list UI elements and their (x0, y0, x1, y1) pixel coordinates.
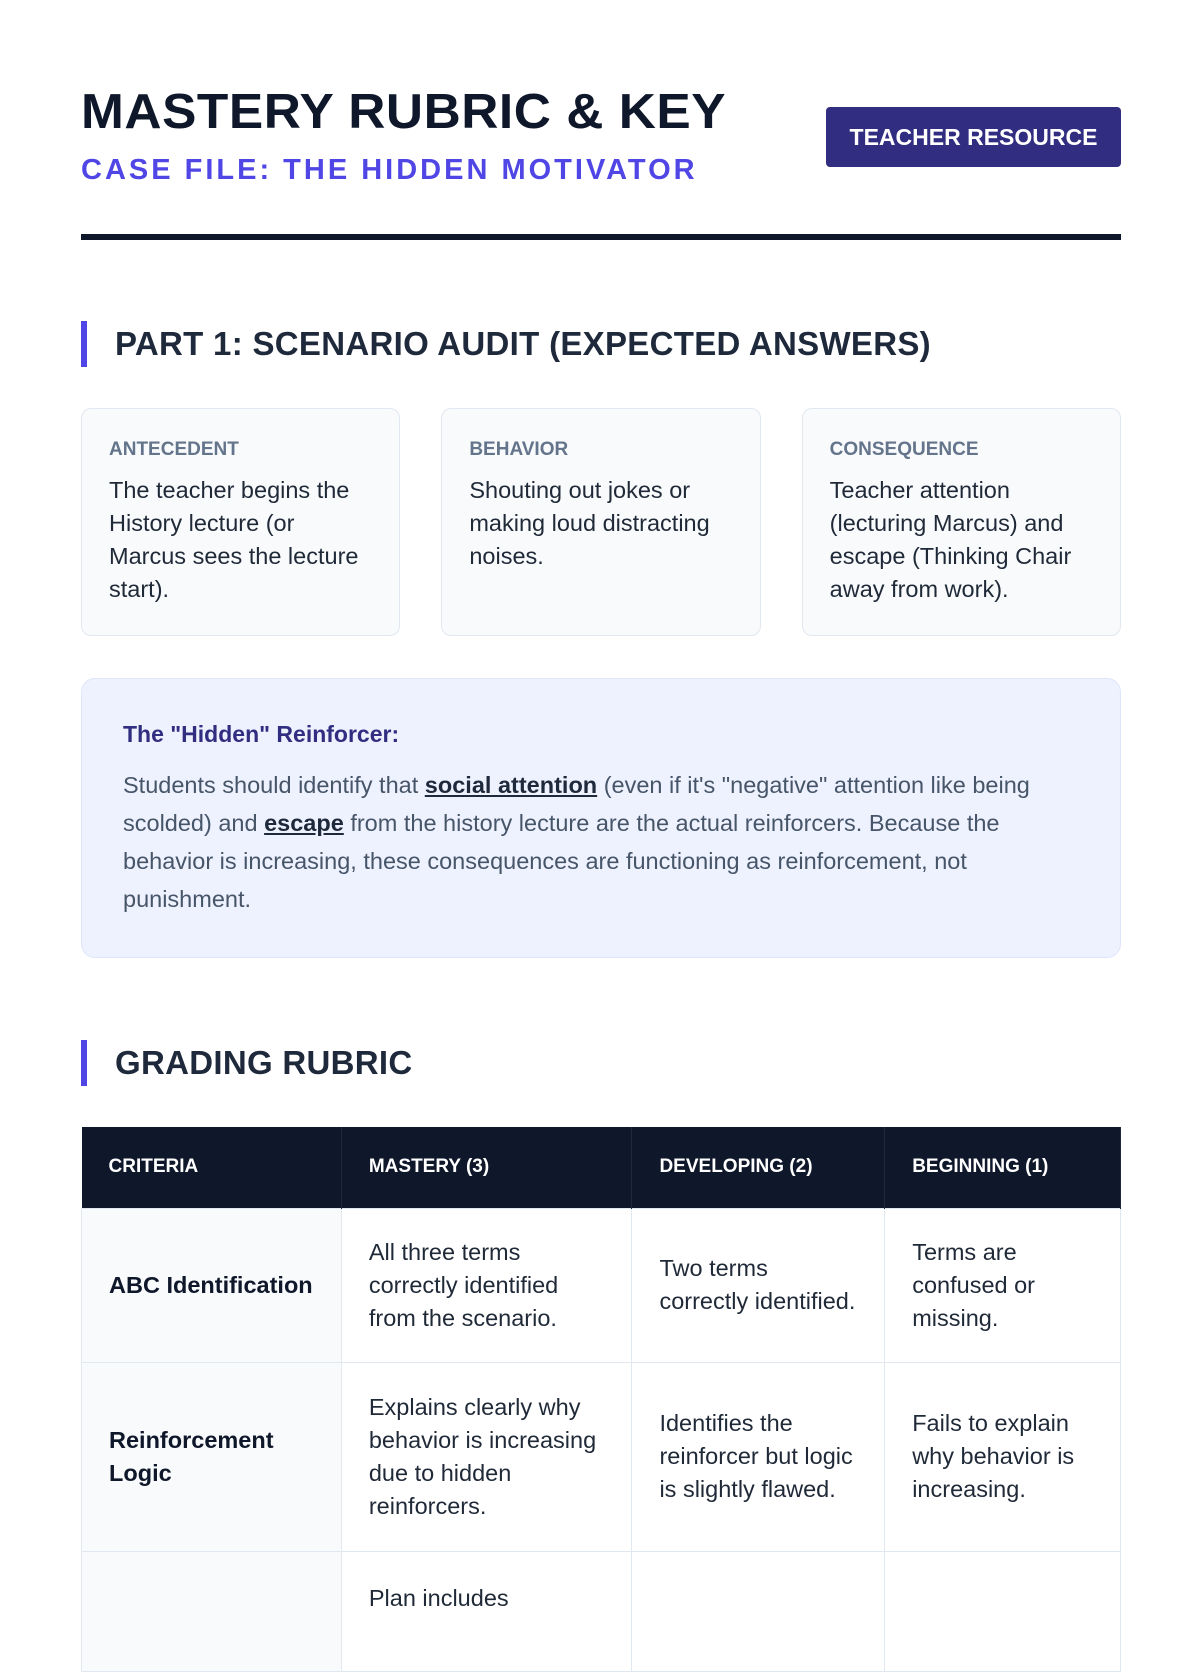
beginning-cell: Terms are confused or missing. (884, 1207, 1121, 1363)
beginning-cell: Fails to explain why behavior is increas… (884, 1361, 1121, 1552)
criteria-cell: ABC Identification (81, 1207, 342, 1363)
card-label: ANTECEDENT (109, 439, 239, 460)
teacher-resource-badge: TEACHER RESOURCE (826, 107, 1121, 167)
card-text: Shouting out jokes or making loud distra… (469, 477, 710, 569)
criteria-cell: Reinforcement Logic (81, 1361, 342, 1552)
column-header: BEGINNING (1) (884, 1127, 1121, 1208)
hidden-reinforcer-callout: The "Hidden" Reinforcer: Students should… (81, 678, 1121, 958)
header-divider (81, 234, 1121, 240)
table-header-row: CRITERIA MASTERY (3) DEVELOPING (2) BEGI… (81, 1127, 1121, 1208)
mastery-cell: All three terms correctly identified fro… (340, 1207, 633, 1363)
behavior-card: BEHAVIOR Shouting out jokes or making lou… (441, 408, 761, 636)
callout-text: Students should identify that social att… (123, 766, 1079, 918)
callout-title: The "Hidden" Reinforcer: (123, 721, 400, 747)
text: from the history lecture are the actual … (123, 810, 1000, 912)
developing-cell (631, 1550, 886, 1672)
table-row: Reinforcement Logic Explains clearly why… (81, 1361, 1121, 1552)
card-label: CONSEQUENCE (829, 439, 979, 460)
mastery-cell: Plan includes (340, 1550, 633, 1672)
criteria-cell (81, 1550, 342, 1672)
developing-cell: Identifies the reinforcer but logic is s… (631, 1361, 886, 1552)
rubric-heading: GRADING RUBRIC (81, 1040, 413, 1086)
keyword-escape: escape (264, 810, 344, 836)
beginning-cell (884, 1550, 1121, 1672)
table-row: Plan includes (81, 1550, 1121, 1672)
card-label: BEHAVIOR (469, 439, 569, 460)
consequence-card: CONSEQUENCE Teacher attention (lecturing … (801, 408, 1121, 636)
rubric-table: CRITERIA MASTERY (3) DEVELOPING (2) BEGI… (81, 1127, 1121, 1672)
developing-cell: Two terms correctly identified. (631, 1207, 886, 1363)
antecedent-card: ANTECEDENT The teacher begins the History… (81, 408, 401, 636)
page-title: MASTERY RUBRIC & KEY (81, 85, 727, 139)
abc-cards: ANTECEDENT The teacher begins the History… (81, 408, 1121, 636)
column-header: CRITERIA (81, 1127, 342, 1208)
column-header: MASTERY (3) (341, 1127, 633, 1208)
card-text: The teacher begins the History lecture (… (109, 477, 359, 602)
part1-heading: PART 1: SCENARIO AUDIT (EXPECTED ANSWERS… (81, 321, 931, 367)
mastery-cell: Explains clearly why behavior is increas… (340, 1361, 633, 1552)
column-header: DEVELOPING (2) (631, 1127, 886, 1208)
text: Students should identify that (123, 772, 425, 798)
keyword-social-attention: social attention (424, 772, 598, 798)
text: (even if it's "negative" attention like … (123, 772, 1030, 836)
page-subtitle: CASE FILE: THE HIDDEN MOTIVATOR (81, 154, 698, 186)
table-row: ABC Identification All three terms corre… (81, 1207, 1121, 1363)
card-text: Teacher attention (lecturing Marcus) and… (829, 477, 1072, 602)
